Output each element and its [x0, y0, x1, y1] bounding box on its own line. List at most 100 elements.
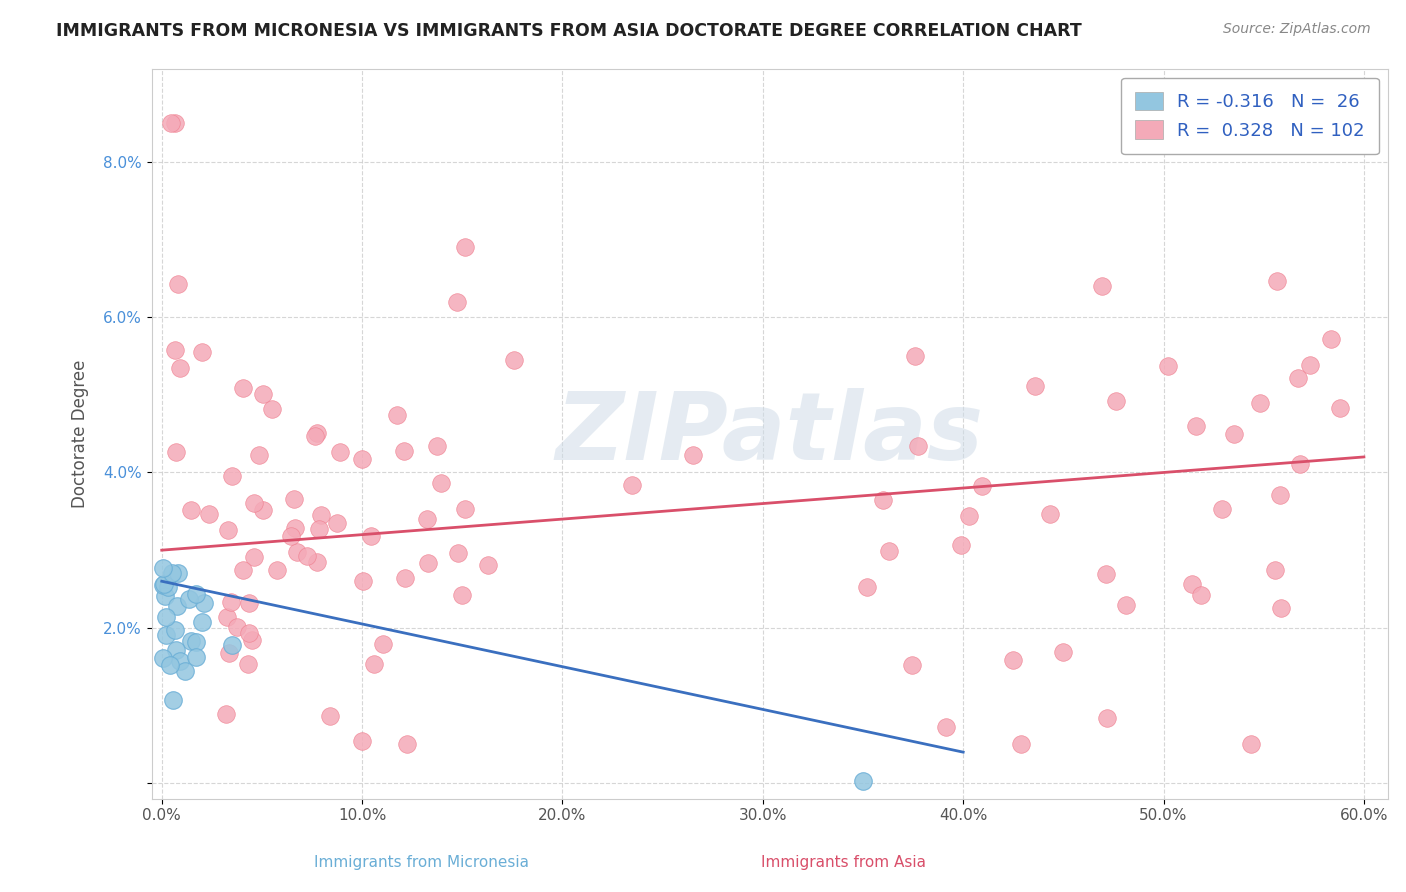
Point: [907, 439, 929, 453]
Point: [180, 503, 202, 517]
Text: IMMIGRANTS FROM MICRONESIA VS IMMIGRANTS FROM ASIA DOCTORATE DEGREE CORRELATION : IMMIGRANTS FROM MICRONESIA VS IMMIGRANTS…: [56, 22, 1083, 40]
Point: [447, 546, 470, 560]
Point: [180, 634, 202, 648]
Point: [1001, 653, 1024, 667]
Point: [1095, 711, 1118, 725]
Point: [350, 451, 373, 466]
Point: [1329, 401, 1351, 416]
Point: [1091, 278, 1114, 293]
Point: [1052, 645, 1074, 659]
Point: [163, 116, 186, 130]
Point: [394, 571, 416, 585]
Point: [247, 448, 270, 462]
Point: [236, 657, 259, 672]
Point: [329, 444, 352, 458]
Point: [392, 444, 415, 458]
Point: [1181, 577, 1204, 591]
Point: [856, 581, 879, 595]
Point: [152, 576, 174, 591]
Point: [901, 658, 924, 673]
Point: [197, 507, 219, 521]
Point: [1189, 588, 1212, 602]
Y-axis label: Doctorate Degree: Doctorate Degree: [72, 359, 89, 508]
Point: [219, 595, 242, 609]
Point: [165, 445, 187, 459]
Point: [454, 240, 477, 254]
Point: [385, 408, 408, 422]
Point: [872, 493, 894, 508]
Point: [360, 529, 382, 543]
Point: [284, 521, 307, 535]
Point: [221, 468, 243, 483]
Point: [325, 516, 347, 530]
Point: [450, 589, 472, 603]
Text: Source: ZipAtlas.com: Source: ZipAtlas.com: [1223, 22, 1371, 37]
Point: [242, 632, 264, 647]
Point: [1320, 332, 1343, 346]
Point: [169, 360, 191, 375]
Point: [319, 709, 342, 723]
Point: [957, 508, 980, 523]
Point: [280, 529, 302, 543]
Point: [418, 556, 440, 570]
Point: [232, 381, 254, 395]
Point: [156, 580, 179, 594]
Point: [1105, 394, 1128, 409]
Point: [163, 343, 186, 357]
Point: [1211, 501, 1233, 516]
Point: [371, 637, 394, 651]
Point: [1270, 488, 1292, 502]
Text: ZIPatlas: ZIPatlas: [555, 388, 984, 480]
Point: [285, 545, 308, 559]
Point: [184, 650, 207, 665]
Point: [352, 734, 374, 748]
Point: [191, 345, 214, 359]
Point: [243, 496, 266, 510]
Point: [307, 555, 329, 569]
Point: [852, 773, 875, 788]
Point: [238, 626, 260, 640]
Point: [1265, 274, 1288, 288]
Point: [1249, 396, 1271, 410]
Point: [186, 634, 208, 648]
Point: [1010, 738, 1032, 752]
Point: [307, 425, 329, 440]
Point: [155, 609, 177, 624]
Point: [238, 596, 260, 610]
Point: [395, 738, 418, 752]
Point: [426, 439, 449, 453]
Point: [1270, 600, 1292, 615]
Point: [446, 295, 468, 310]
Point: [304, 429, 326, 443]
Point: [1115, 598, 1137, 612]
Point: [352, 574, 374, 588]
Point: [430, 476, 453, 491]
Point: [252, 386, 274, 401]
Text: Immigrants from Micronesia: Immigrants from Micronesia: [315, 855, 529, 870]
Point: [935, 720, 957, 734]
Point: [190, 615, 212, 629]
Point: [153, 589, 176, 603]
Point: [904, 350, 927, 364]
Legend: R = -0.316   N =  26, R =  0.328   N = 102: R = -0.316 N = 26, R = 0.328 N = 102: [1121, 78, 1379, 154]
Point: [152, 561, 174, 575]
Point: [217, 523, 239, 537]
Point: [1039, 508, 1062, 522]
Point: [159, 657, 181, 672]
Point: [950, 539, 973, 553]
Point: [1286, 370, 1309, 384]
Point: [1288, 458, 1310, 472]
Point: [1299, 358, 1322, 372]
Point: [477, 558, 499, 573]
Point: [152, 577, 174, 591]
Point: [621, 478, 644, 492]
Point: [174, 664, 197, 678]
Point: [152, 650, 174, 665]
Point: [1185, 418, 1208, 433]
Point: [163, 623, 186, 637]
Point: [283, 491, 305, 506]
Point: [502, 352, 524, 367]
Point: [166, 599, 188, 613]
Point: [1223, 427, 1246, 442]
Point: [1024, 378, 1046, 392]
